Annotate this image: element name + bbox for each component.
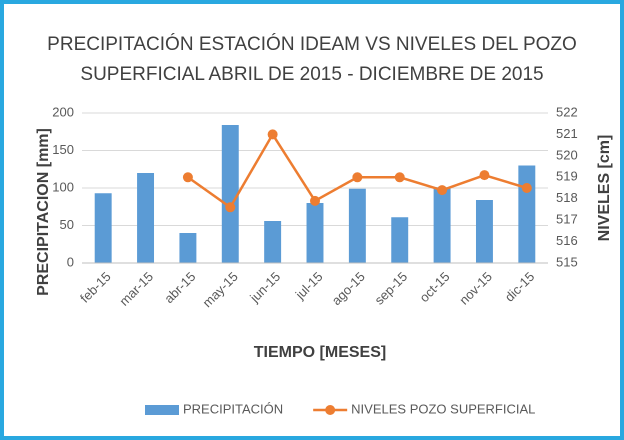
bar (137, 173, 155, 263)
legend-swatch (325, 405, 336, 415)
bar (391, 217, 409, 263)
y-tick-label: 200 (52, 104, 74, 119)
bar (348, 188, 366, 263)
bar (94, 193, 112, 263)
bar (221, 125, 239, 263)
y-tick-label: 0 (67, 254, 74, 269)
point (437, 185, 448, 196)
chart-title: PRECIPITACIÓN ESTACIÓN IDEAM VS NIVELES … (47, 33, 577, 55)
point (479, 170, 490, 181)
point (267, 129, 278, 140)
point (182, 172, 193, 183)
point (394, 172, 405, 183)
y2-tick-label: 516 (556, 233, 578, 248)
point (310, 195, 320, 206)
bar (264, 221, 282, 263)
y2-tick-label: 519 (556, 169, 578, 184)
y-tick-label: 50 (60, 217, 74, 232)
legend-label: PRECIPITACIÓN (183, 401, 283, 416)
bar (306, 203, 324, 263)
y2-tick-label: 522 (556, 104, 578, 119)
point (225, 202, 236, 213)
y-tick-label: 150 (52, 142, 74, 157)
bar (518, 165, 536, 263)
y-axis-label: PRECIPITACION [mm] (35, 128, 52, 296)
y2-tick-label: 520 (556, 147, 578, 162)
bar (179, 233, 197, 263)
bar (433, 187, 451, 263)
point (352, 172, 363, 183)
point (521, 183, 532, 193)
x-axis-label: TIEMPO [MESES] (254, 344, 386, 361)
y2-tick-label: 515 (556, 254, 578, 269)
legend-label: NIVELES POZO SUPERFICIAL (351, 401, 535, 416)
y2-tick-label: 518 (556, 190, 578, 205)
y2-axis-label: NIVELES [cm] (596, 135, 613, 242)
y-tick-label: 100 (52, 179, 74, 194)
legend-swatch (145, 405, 179, 415)
y2-tick-label: 521 (556, 126, 578, 141)
y2-tick-label: 517 (556, 212, 578, 227)
chart-title: SUPERFICIAL ABRIL DE 2015 - DICIEMBRE DE… (80, 64, 543, 85)
bar (475, 200, 493, 263)
